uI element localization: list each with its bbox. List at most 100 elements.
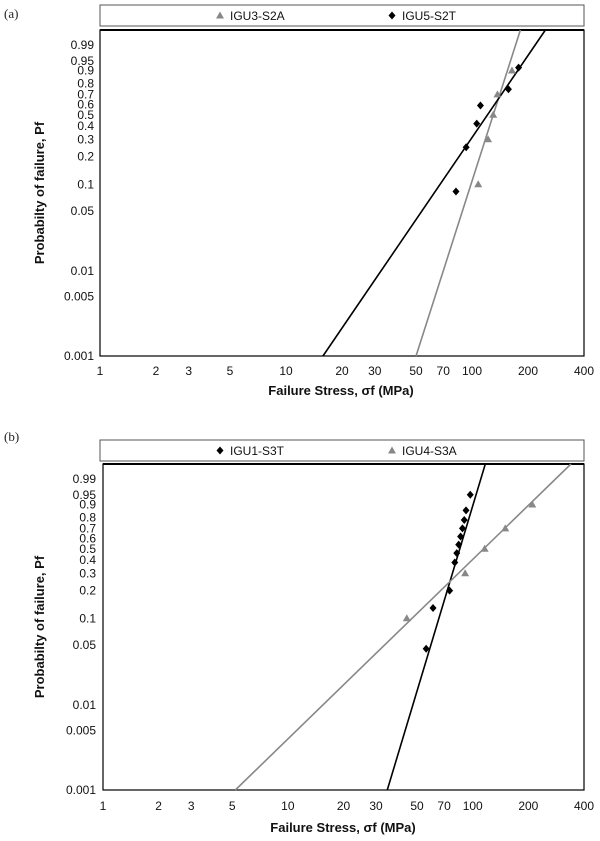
x-tick-label: 70 — [437, 364, 451, 378]
y-tick-label: 0.6 — [79, 531, 96, 545]
x-tick-label: 2 — [155, 799, 162, 813]
x-tick-label: 70 — [437, 799, 451, 813]
fit-line — [415, 29, 522, 357]
y-tick-label: 0.99 — [71, 38, 95, 52]
x-tick-label: 50 — [409, 364, 423, 378]
x-tick-label: 3 — [185, 364, 192, 378]
y-tick-label: 0.2 — [79, 584, 96, 598]
legend-label: IGU1-S3T — [230, 444, 285, 458]
y-tick-label: 0.3 — [77, 132, 94, 146]
legend-label: IGU4-S3A — [402, 444, 457, 458]
y-tick-label: 0.005 — [66, 724, 96, 738]
y-tick-label: 0.3 — [79, 566, 96, 580]
x-tick-label: 20 — [335, 364, 349, 378]
legend-label: IGU3-S2A — [230, 9, 285, 23]
data-point-diamond — [473, 119, 481, 128]
legend-box — [99, 4, 585, 27]
y-tick-label: 0.001 — [64, 349, 94, 363]
data-point-triangle — [474, 180, 483, 188]
x-tick-label: 30 — [368, 364, 382, 378]
x-tick-label: 10 — [279, 364, 293, 378]
data-point-triangle — [489, 110, 498, 118]
x-tick-label: 10 — [281, 799, 295, 813]
fit-line — [386, 463, 487, 791]
x-tick-labels: 1 2 3 5 10 20 30 50 70 100 200 400 — [97, 364, 595, 378]
y-tick-labels: 0.0010.0050.010.050.10.20.30.40.50.60.70… — [66, 472, 96, 797]
y-tick-label: 0.95 — [73, 488, 97, 502]
data-point-diamond — [504, 85, 512, 94]
chart-panel-b: (b) IGU1-S3T IGU4-S3A 0.001 0.005 0.01 0.05… — [4, 429, 594, 835]
y-tick-label: 0.9 — [77, 64, 94, 78]
y-tick-label: 0.99 — [73, 472, 97, 486]
y-tick-label: 0.05 — [73, 638, 97, 652]
x-tick-label: 5 — [229, 799, 236, 813]
legend-marker-diamond — [216, 446, 224, 455]
data-point-diamond — [422, 644, 430, 653]
y-tick-label: 0.5 — [77, 108, 94, 122]
y-tick-label: 0.05 — [71, 204, 95, 218]
data-point-triangle — [480, 544, 489, 552]
y-tick-label: 0.7 — [77, 87, 94, 101]
y-tick-label: 0.1 — [79, 611, 96, 625]
data-point-triangle — [461, 569, 470, 577]
y-tick-label: 0.4 — [77, 119, 94, 133]
data-points — [402, 490, 537, 653]
x-tick-label: 20 — [337, 799, 351, 813]
data-point-diamond — [458, 524, 466, 533]
y-tick-label: 0.9 — [79, 498, 96, 512]
y-tick-label: 0.2 — [77, 150, 94, 164]
y-tick-label: 0.5 — [79, 542, 96, 556]
fit-lines — [234, 463, 572, 791]
panel-label: (b) — [4, 429, 19, 444]
x-tick-label: 30 — [369, 799, 383, 813]
x-tick-label: 5 — [227, 364, 234, 378]
y-tick-label: 0.1 — [77, 177, 94, 191]
x-tick-label: 1 — [97, 364, 104, 378]
data-point-diamond — [466, 490, 474, 499]
fit-line — [234, 463, 572, 791]
y-tick-label: 0.7 — [79, 521, 96, 535]
data-point-diamond — [462, 143, 470, 152]
legend-marker-triangle — [216, 11, 224, 19]
data-point-triangle — [501, 524, 510, 532]
data-point-triangle — [493, 90, 502, 98]
x-tick-label: 100 — [462, 364, 482, 378]
y-tick-labels: 0.0010.0050.010.050.10.20.30.40.50.60.70… — [64, 38, 94, 363]
legend-marker-triangle — [388, 446, 396, 454]
x-tick-labels: 1 2 3 5 10 20 30 50 70 100 200 400 — [100, 799, 595, 813]
y-tick-label: 0.95 — [71, 54, 95, 68]
panel-label: (a) — [4, 6, 18, 21]
plot-area — [102, 463, 585, 791]
data-point-diamond — [455, 540, 463, 549]
fit-line — [322, 29, 547, 357]
data-point-diamond — [429, 603, 437, 612]
data-point-diamond — [460, 515, 468, 524]
x-tick-label: 400 — [574, 799, 594, 813]
x-axis-title: Failure Stress, σf (MPa) — [268, 383, 413, 398]
x-tick-label: 3 — [188, 799, 195, 813]
data-point-triangle — [528, 500, 537, 508]
data-point-diamond — [476, 101, 484, 110]
legend: IGU1-S3T IGU4-S3A — [216, 444, 457, 458]
x-tick-label: 1 — [100, 799, 107, 813]
x-tick-label: 100 — [463, 799, 483, 813]
x-tick-label: 2 — [153, 364, 160, 378]
y-tick-label: 0.001 — [66, 783, 96, 797]
x-tick-label: 200 — [518, 799, 538, 813]
data-point-diamond — [452, 187, 460, 196]
x-axis-title: Failure Stress, σf (MPa) — [270, 820, 415, 835]
y-tick-label: 0.8 — [79, 511, 96, 525]
data-point-diamond — [515, 63, 523, 72]
y-axis-title: Probabilty of failure, Pf — [32, 121, 47, 264]
y-tick-label: 0.005 — [64, 290, 94, 304]
x-tick-label: 200 — [518, 364, 538, 378]
data-point-triangle — [507, 66, 516, 74]
y-tick-label: 0.8 — [77, 77, 94, 91]
legend-label: IGU5-S2T — [402, 9, 457, 23]
data-point-diamond — [462, 506, 470, 515]
chart-panel-a: (a) IGU3-S2A IGU5-S2T 0.001 0.005 0.01 0.05… — [4, 4, 595, 398]
y-tick-label: 0.4 — [79, 553, 96, 567]
data-point-triangle — [402, 614, 411, 622]
data-point-triangle — [484, 135, 493, 143]
